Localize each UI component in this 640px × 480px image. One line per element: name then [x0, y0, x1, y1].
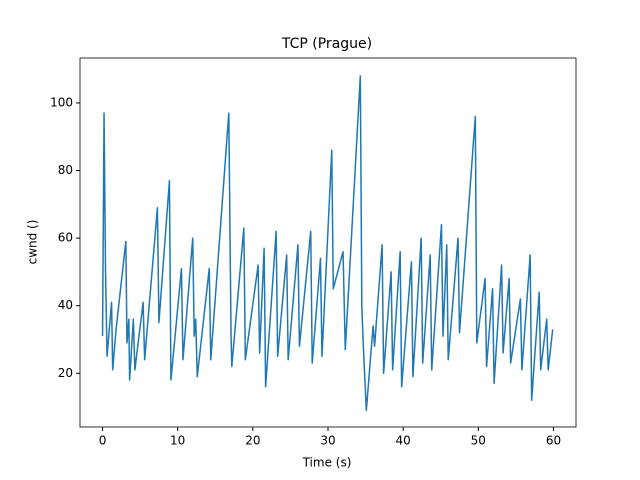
- y-tick-label: 20: [58, 366, 73, 380]
- x-axis-label: Time (s): [302, 456, 352, 470]
- x-tick-label: 30: [320, 434, 335, 448]
- y-tick-label: 60: [58, 231, 73, 245]
- x-tick-label: 0: [99, 434, 107, 448]
- y-tick-label: 40: [58, 298, 73, 312]
- y-tick-label: 80: [58, 163, 73, 177]
- y-axis-label: cwnd (): [26, 220, 40, 265]
- chart-title: TCP (Prague): [281, 36, 372, 52]
- x-tick-label: 20: [245, 434, 260, 448]
- x-tick-label: 40: [396, 434, 411, 448]
- x-tick-label: 60: [546, 434, 561, 448]
- data-line: [101, 75, 554, 412]
- x-tick-label: 10: [170, 434, 185, 448]
- y-tick-label: 100: [50, 95, 73, 109]
- plot-frame: [79, 57, 577, 428]
- x-tick-label: 50: [471, 434, 486, 448]
